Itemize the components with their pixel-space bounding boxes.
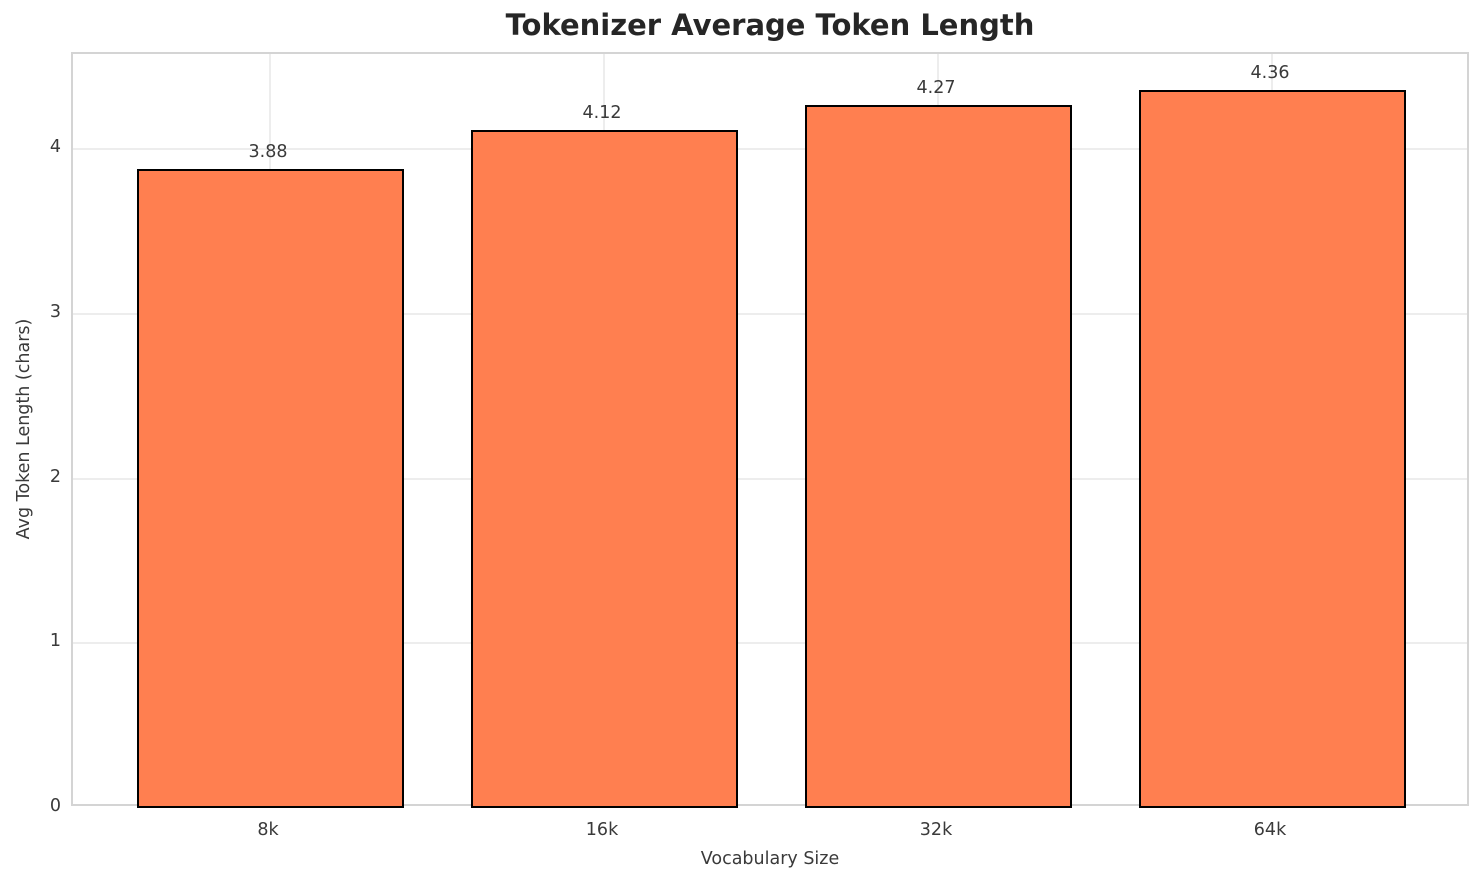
- x-tick-label: 64k: [1253, 820, 1287, 840]
- y-tick-label: 1: [49, 631, 61, 652]
- bar-16k: [470, 129, 738, 808]
- y-axis-label: Avg Token Length (chars): [14, 318, 34, 540]
- bar-64k: [1138, 90, 1406, 808]
- y-tick-label: 4: [49, 137, 61, 158]
- bar-32k: [804, 105, 1072, 808]
- chart-title: Tokenizer Average Token Length: [505, 8, 1035, 42]
- gridline-horizontal: [73, 642, 1467, 645]
- bar-value-label: 4.27: [916, 78, 956, 99]
- gridline-horizontal: [73, 148, 1467, 151]
- gridline-horizontal: [73, 477, 1467, 480]
- gridline-horizontal: [73, 313, 1467, 316]
- bar-value-label: 4.36: [1250, 63, 1290, 84]
- plot-area: [71, 52, 1469, 808]
- bar-8k: [136, 169, 404, 808]
- bar-value-label: 4.12: [582, 102, 622, 123]
- y-tick-label: 3: [49, 302, 61, 323]
- x-tick-label: 8k: [257, 820, 279, 840]
- y-tick-label: 2: [49, 466, 61, 487]
- x-tick-label: 16k: [585, 820, 619, 840]
- bar-value-label: 3.88: [248, 142, 288, 163]
- y-tick-label: 0: [49, 796, 61, 816]
- x-tick-label: 32k: [919, 820, 953, 840]
- x-axis-label: Vocabulary Size: [700, 849, 840, 869]
